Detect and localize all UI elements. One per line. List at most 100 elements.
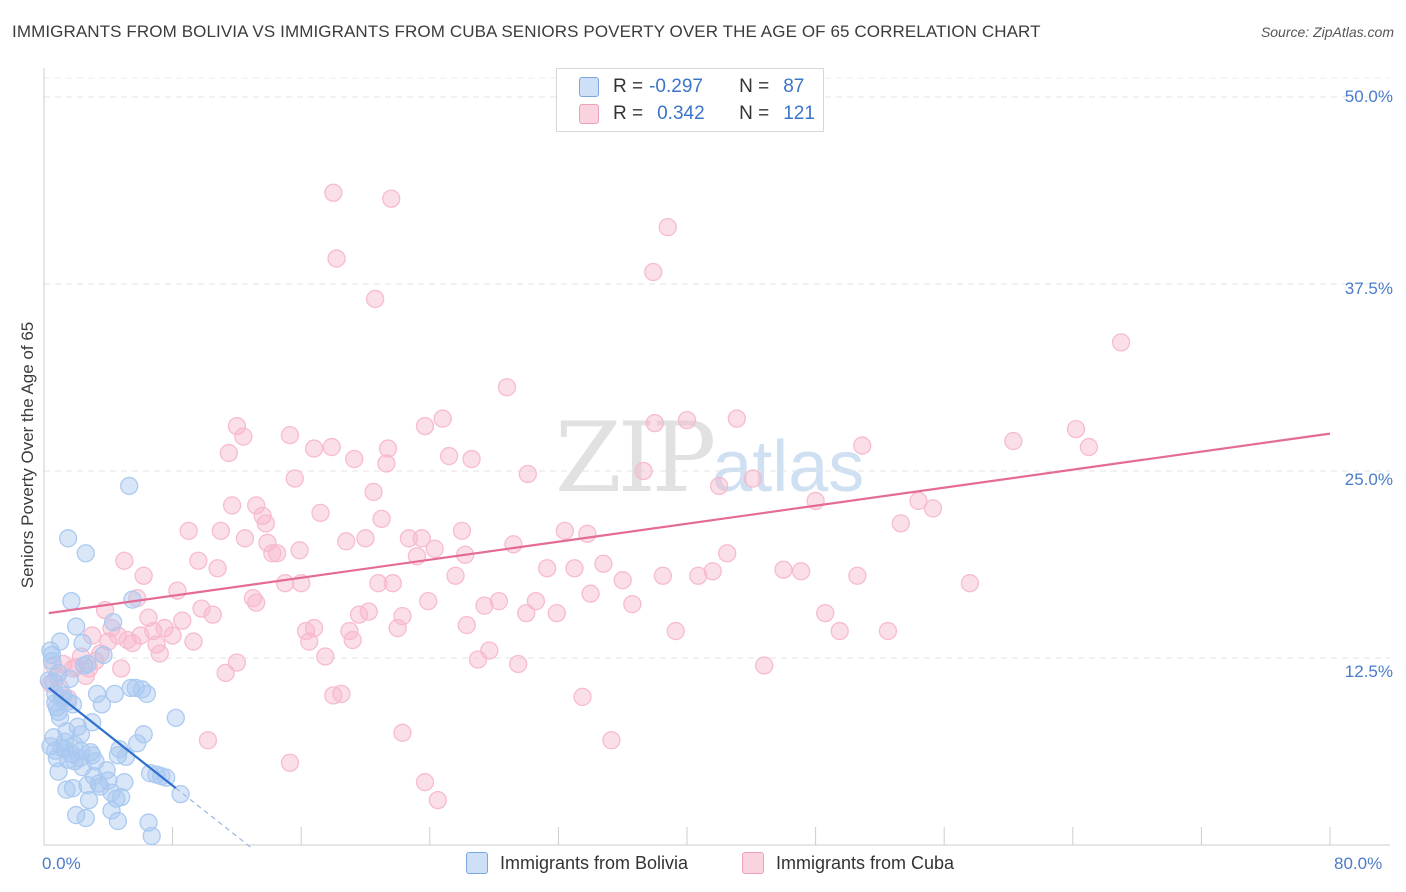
cuba-point — [718, 544, 737, 563]
cuba-point — [602, 731, 621, 750]
cuba-point — [537, 559, 557, 578]
cuba-point — [743, 469, 763, 488]
bottom-legend-swatch-cuba — [742, 852, 764, 874]
bottom-legend-label-cuba: Immigrants from Cuba — [776, 852, 955, 873]
bolivia-point — [103, 612, 123, 632]
cuba-point — [150, 644, 169, 663]
cuba-point — [222, 496, 242, 515]
cuba-point — [211, 521, 230, 540]
cuba-point — [475, 596, 494, 615]
cuba-point — [337, 532, 356, 551]
cuba-point — [324, 183, 343, 202]
legend-r-value: -0.297 — [649, 76, 703, 97]
cuba-point — [878, 621, 898, 641]
cuba-point — [547, 603, 566, 623]
cuba-point — [425, 539, 444, 558]
cuba-point — [526, 592, 546, 611]
watermark-atlas: atlas — [712, 427, 865, 507]
cuba-point — [578, 524, 597, 543]
cuba-point — [377, 454, 396, 473]
bolivia-point — [62, 592, 81, 611]
bolivia-point — [92, 695, 112, 714]
cuba-point — [517, 603, 536, 623]
cuba-point — [677, 410, 697, 430]
cuba-point — [235, 529, 255, 548]
cuba-point — [216, 663, 235, 683]
bolivia-point — [76, 544, 95, 563]
cuba-point — [296, 621, 316, 641]
bolivia-trend-extension — [175, 787, 254, 850]
bolivia-point — [73, 633, 92, 653]
cuba-point — [923, 499, 943, 518]
bolivia-point — [41, 737, 60, 756]
cuba-point — [219, 443, 239, 463]
cuba-point — [666, 621, 685, 641]
cuba-point — [415, 773, 435, 792]
cuba-point — [300, 632, 319, 651]
legend-n-label: N = — [739, 76, 770, 97]
bolivia-point — [157, 768, 176, 787]
cuba-point — [613, 571, 632, 590]
legend-n-label: N = — [739, 103, 770, 124]
cuba-point — [645, 413, 664, 433]
legend-r-label: R = — [613, 103, 644, 124]
bolivia-point — [166, 708, 185, 727]
cuba-point — [1004, 431, 1023, 451]
chart-title: IMMIGRANTS FROM BOLIVIA VS IMMIGRANTS FR… — [12, 22, 1041, 41]
cuba-point — [192, 599, 211, 618]
cuba-point — [634, 461, 653, 481]
y-tick-25: 25.0% — [1344, 470, 1393, 489]
bolivia-point — [116, 747, 136, 766]
cuba-point — [727, 409, 746, 428]
bolivia-point — [50, 632, 70, 651]
cuba-point — [480, 641, 499, 660]
legend-n-value: 87 — [783, 76, 805, 97]
bolivia-point — [79, 790, 99, 810]
cuba-point — [489, 592, 509, 611]
cuba-point — [774, 560, 793, 579]
cuba-point — [378, 439, 398, 458]
x-tick-min: 0.0% — [42, 854, 81, 873]
cuba-point — [83, 626, 102, 645]
cuba-point — [853, 436, 872, 455]
legend-n-value: 121 — [783, 103, 815, 124]
cuba-point — [383, 574, 402, 593]
cuba-point — [256, 514, 275, 533]
cuba-point — [280, 425, 300, 445]
cuba-point — [1066, 419, 1086, 439]
cuba-point — [653, 566, 673, 585]
watermark: ZIPatlas — [555, 402, 864, 514]
bolivia-point — [71, 725, 91, 744]
cuba-point — [428, 790, 447, 810]
cuba-point — [393, 723, 412, 742]
cuba-point — [960, 574, 980, 593]
cuba-point — [316, 647, 335, 666]
bolivia-point — [63, 695, 83, 714]
cuba-point — [372, 509, 391, 529]
cuba-point — [399, 529, 419, 548]
cuba-point — [446, 566, 465, 585]
correlation-legend: R = -0.297 N = 87 R = 0.342 N = 121 — [556, 68, 824, 132]
bottom-legend-label-bolivia: Immigrants from Bolivia — [500, 852, 689, 873]
cuba-point — [419, 592, 438, 611]
cuba-point — [99, 632, 118, 651]
cuba-point — [179, 521, 198, 540]
bolivia-point — [49, 762, 68, 781]
cuba-point — [208, 559, 227, 578]
bolivia-point — [115, 773, 134, 792]
bolivia-point — [78, 654, 97, 674]
bottom-legend-cuba: Immigrants from Cuba — [742, 852, 954, 874]
source-label: Source: ZipAtlas.com — [1260, 24, 1394, 40]
cuba-point — [327, 249, 346, 268]
bolivia-point — [49, 663, 68, 683]
cuba-point — [345, 449, 364, 469]
bolivia-point — [139, 813, 158, 832]
cuba-point — [369, 574, 388, 593]
cuba-point — [115, 551, 134, 570]
bolivia-point — [112, 787, 131, 807]
bolivia-point — [128, 734, 147, 753]
cuba-point — [462, 449, 481, 469]
cuba-point — [359, 602, 378, 621]
cuba-point — [412, 529, 431, 548]
y-axis-label: Seniors Poverty Over the Age of 65 — [18, 321, 37, 589]
